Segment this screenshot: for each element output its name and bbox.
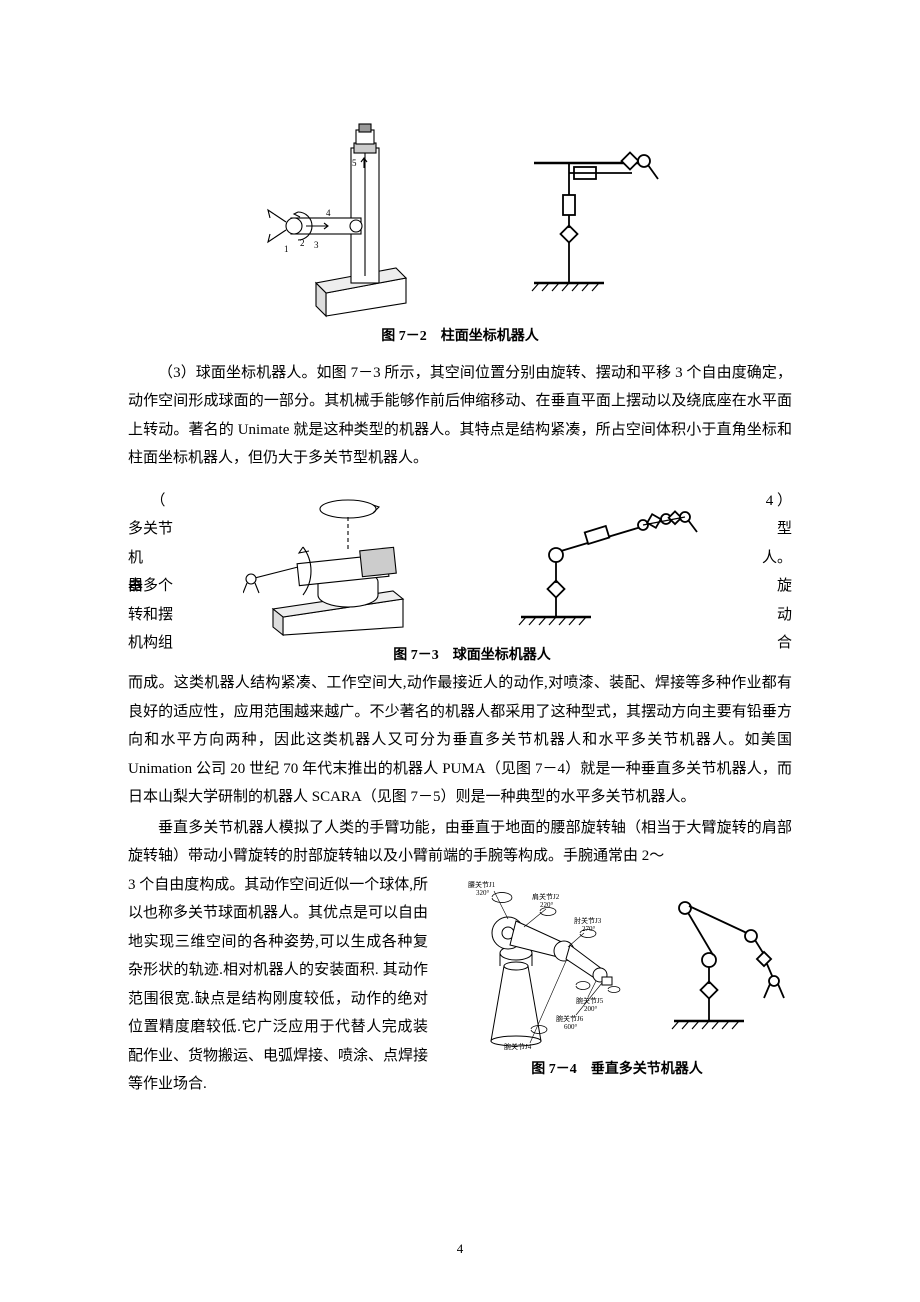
para4-right-fragments: 4 ） 型 人。 旋 动 合 [760,487,792,658]
frag-l5: 机构组 [128,629,184,658]
figure-7-4-caption: 图 7－4 垂直多关节机器人 [442,1057,792,1084]
svg-text:600°: 600° [564,1023,578,1031]
svg-text:4: 4 [326,208,331,218]
frag-r0: 4 ） [760,487,792,516]
svg-text:5: 5 [352,158,357,168]
para5-wrap-section: 腰关节J1320° 肩关节J2220° 肘关节J3270° 腕关节J5200° … [128,871,792,1099]
figure-7-2-images: 5 1 2 3 4 [128,118,792,318]
svg-text:腰关节J1: 腰关节J1 [468,880,496,889]
frag-l3: 由多个 [128,572,184,601]
paragraph-3: （3）球面坐标机器人。如图 7－3 所示，其空间位置分别由旋转、摆动和平移 3 … [128,359,792,473]
figure-7-4: 腰关节J1320° 肩关节J2220° 肘关节J3270° 腕关节J5200° … [442,871,792,1084]
svg-text:320°: 320° [476,889,490,897]
svg-text:3: 3 [314,240,319,250]
frag-r3: 旋 [760,572,792,601]
frag-r4: 动 [760,601,792,630]
figure-7-2-schematic-svg [484,133,664,303]
svg-text:270°: 270° [582,925,596,933]
frag-r2: 人。 [760,544,792,573]
figure-7-3-caption: 图 7－3 球面坐标机器人 [184,643,760,670]
figure-7-2-caption: 图 7－2 柱面坐标机器人 [128,324,792,351]
svg-text:2: 2 [300,238,305,248]
svg-text:220°: 220° [540,901,554,909]
para4-left-fragments: （ 多关节 机 器 由多个 转和摆 机构组 [128,487,184,658]
figure-7-3-wrap: （ 多关节 机 器 由多个 转和摆 机构组 4 ） 型 人。 旋 动 合 [128,487,792,670]
figure-7-3-robot-svg [243,487,443,637]
page-number: 4 [0,1237,920,1262]
figure-7-4-images: 腰关节J1320° 肩关节J2220° 肘关节J3270° 腕关节J5200° … [442,871,792,1051]
svg-text:200°: 200° [584,1005,598,1013]
svg-text:肩关节J2: 肩关节J2 [532,892,560,901]
frag-l2: 机 器 [128,544,184,573]
figure-7-4-robot-svg: 腰关节J1320° 肩关节J2220° 肘关节J3270° 腕关节J5200° … [446,871,621,1051]
svg-text:腕关节J5: 腕关节J5 [576,996,604,1005]
figure-7-4-schematic-svg [639,876,789,1046]
svg-text:1: 1 [284,244,289,254]
figure-7-2: 5 1 2 3 4 [128,118,792,351]
svg-text:腕关节J6: 腕关节J6 [556,1014,584,1023]
frag-l4: 转和摆 [128,601,184,630]
figure-7-3-images [184,487,760,637]
figure-7-3: 图 7－3 球面坐标机器人 [184,487,760,670]
svg-text:肘关节J3: 肘关节J3 [574,916,602,925]
frag-l1: 多关节 [128,515,184,544]
paragraph-5-head: 垂直多关节机器人模拟了人类的手臂功能，由垂直于地面的腰部旋转轴（相当于大臂旋转的… [128,814,792,871]
frag-l0: （ [128,487,184,516]
figure-7-2-robot-svg: 5 1 2 3 4 [256,118,436,318]
paragraph-4-continuation: 而成。这类机器人结构紧凑、工作空间大,动作最接近人的动作,对喷漆、装配、焊接等多… [128,669,792,812]
frag-r1: 型 [760,515,792,544]
svg-text:腕关节J4: 腕关节J4 [504,1042,532,1051]
frag-r5: 合 [760,629,792,658]
figure-7-3-schematic-svg [491,487,701,637]
